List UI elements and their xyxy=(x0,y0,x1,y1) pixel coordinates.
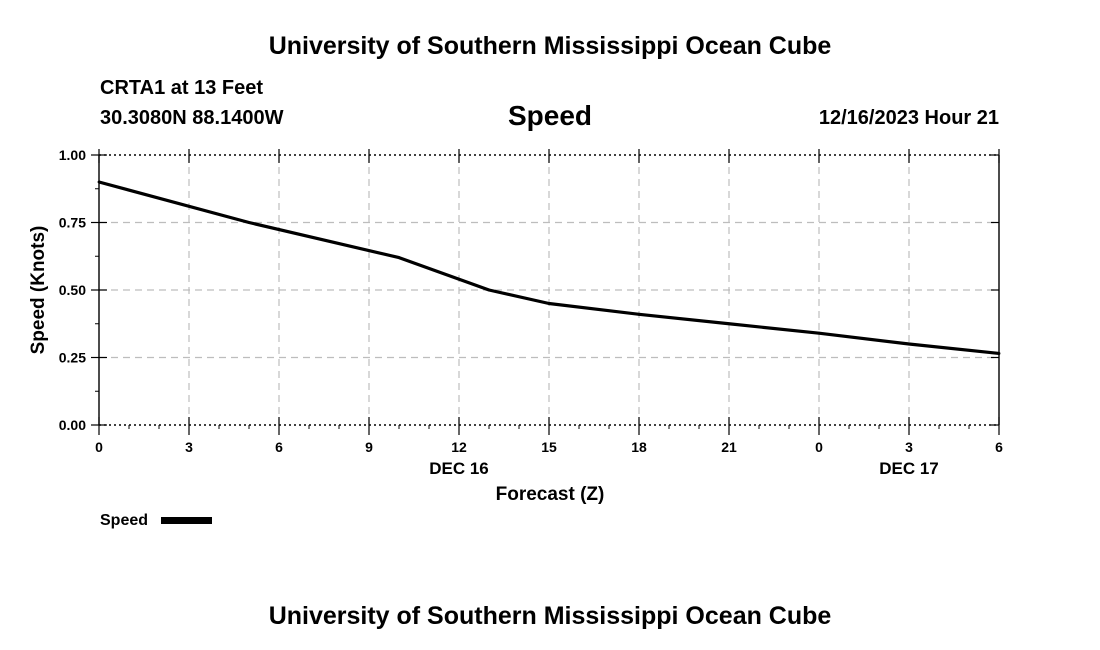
x-tick-label: 18 xyxy=(631,439,647,455)
data-point xyxy=(397,256,401,259)
date-label: DEC 16 xyxy=(429,459,489,478)
x-tick-label: 15 xyxy=(541,439,557,455)
x-axis-title: Forecast (Z) xyxy=(496,484,605,505)
series-layer xyxy=(97,180,1001,356)
series-line-speed xyxy=(98,180,1000,356)
y-tick-label: 0.50 xyxy=(59,282,86,298)
x-tick-label: 9 xyxy=(365,439,373,455)
location-label: 30.3080N 88.1400W xyxy=(100,107,284,129)
data-point xyxy=(547,302,551,305)
x-tick-label: 6 xyxy=(275,439,283,455)
page-title-bottom: University of Southern Mississippi Ocean… xyxy=(269,602,832,630)
data-point xyxy=(907,342,911,346)
x-tick-label: 0 xyxy=(815,439,823,455)
x-tick-label: 0 xyxy=(95,439,103,455)
y-axis-title: Speed (Knots) xyxy=(28,226,49,355)
y-tick-label: 0.25 xyxy=(59,350,86,366)
data-point xyxy=(637,312,641,316)
valid-time-label: 12/16/2023 Hour 21 xyxy=(819,107,999,129)
legend-label: Speed xyxy=(100,512,148,529)
y-tick-label: 1.00 xyxy=(59,147,86,163)
y-tick-label: 0.00 xyxy=(59,417,86,433)
y-tick-label: 0.75 xyxy=(59,215,86,231)
axis-ticks xyxy=(91,149,1000,435)
x-tick-label: 12 xyxy=(451,439,467,455)
data-point xyxy=(727,322,731,326)
page-title-top: University of Southern Mississippi Ocean… xyxy=(269,32,832,60)
data-point xyxy=(487,288,491,292)
data-point xyxy=(247,221,251,224)
x-tick-label: 6 xyxy=(995,439,1003,455)
x-tick-label: 21 xyxy=(721,439,737,455)
legend-swatch xyxy=(161,517,212,524)
data-point xyxy=(997,352,1001,355)
date-label: DEC 17 xyxy=(879,459,939,478)
legend: Speed xyxy=(100,512,212,529)
station-label: CRTA1 at 13 Feet xyxy=(100,77,263,99)
data-point xyxy=(817,331,821,335)
x-tick-label: 3 xyxy=(185,439,193,455)
chart-title: Speed xyxy=(508,100,592,131)
grid-lines xyxy=(99,155,999,425)
x-tick-label: 3 xyxy=(905,439,913,455)
data-point xyxy=(97,180,101,184)
tick-labels: 0 3 6 9 12 15 18 21 0 3 6 0.00 0.25 0.50 0.75 1.00 DEC 1… xyxy=(59,147,1003,478)
